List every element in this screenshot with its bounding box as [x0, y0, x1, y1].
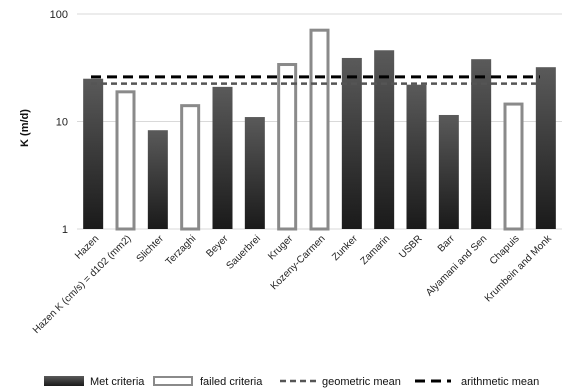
bar-met: [244, 117, 265, 229]
y-tick-label: 10: [56, 117, 68, 129]
legend-swatch-failed: [153, 376, 193, 386]
x-tick-label: USBR: [397, 233, 424, 260]
x-tick-label: Zamarin: [359, 233, 393, 267]
bar-met: [83, 78, 104, 229]
legend-label: arithmetic mean: [461, 376, 539, 388]
legend-item: geometric mean: [280, 376, 401, 388]
legend: Met criteria failed criteria geometric mea…: [44, 376, 539, 388]
x-tick-label: Kruger: [266, 233, 295, 262]
bar-failed: [309, 28, 330, 231]
legend-swatch-met: [44, 376, 84, 386]
bar-met: [147, 130, 168, 229]
y-tick-label: 100: [50, 9, 68, 21]
legend-label: geometric mean: [322, 376, 401, 388]
bar-met: [471, 59, 492, 229]
bars: [83, 28, 556, 231]
bar-met: [212, 86, 233, 230]
bar-met: [438, 114, 459, 229]
reference-lines: [91, 75, 540, 85]
y-axis-label: K (m/d): [19, 109, 31, 147]
bar-met: [374, 50, 395, 229]
legend-label: Met criteria: [90, 376, 145, 388]
y-axis-ticks: 1 10 100: [50, 9, 68, 236]
legend-item: arithmetic mean: [415, 376, 539, 388]
legend-item: Met criteria: [44, 376, 145, 388]
bar-met: [406, 84, 427, 229]
bar-met: [341, 57, 362, 229]
bar-met: [535, 67, 556, 229]
x-tick-label: Alyamani and Sen: [424, 233, 489, 298]
x-tick-label: Hazen: [73, 233, 101, 261]
x-tick-label: Terzaghi: [164, 233, 199, 268]
bar-failed: [503, 102, 524, 231]
x-tick-label: Barr: [436, 233, 458, 255]
bar-failed: [115, 90, 136, 231]
x-tick-label: Slichter: [135, 233, 167, 265]
x-tick-label: Beyer: [204, 233, 231, 260]
x-tick-label: Zunker: [330, 233, 360, 263]
x-tick-label: Sauerbrei: [225, 233, 263, 271]
bar-failed: [277, 63, 298, 231]
legend-item: failed criteria: [153, 376, 263, 388]
y-tick-label: 1: [62, 224, 68, 236]
legend-label: failed criteria: [200, 376, 263, 388]
bar-failed: [180, 104, 201, 231]
